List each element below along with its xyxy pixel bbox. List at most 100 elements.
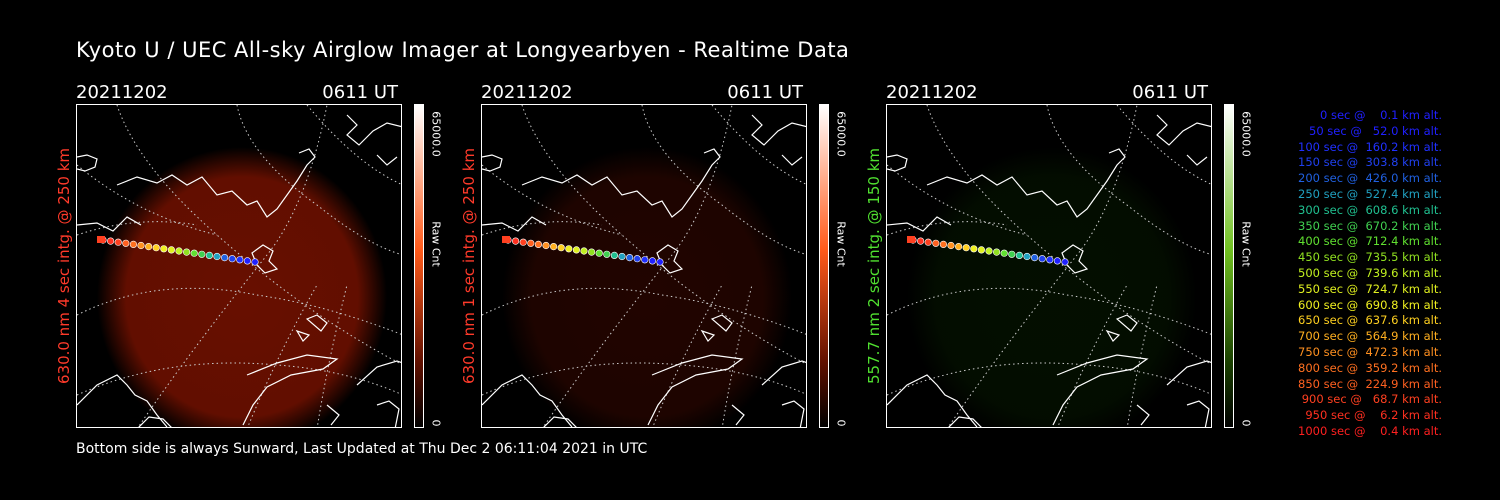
- trajectory-start-marker: [502, 236, 510, 243]
- trajectory-point: [626, 254, 634, 262]
- imager-panel: 20211202 0611 UT 557.7 nm 2 sec intg. @ …: [865, 80, 1286, 440]
- legend-row: 150 sec @ 303.8 km alt.: [1298, 155, 1442, 170]
- trajectory-point: [175, 247, 183, 255]
- trajectory-point: [542, 241, 550, 250]
- airglow-image: [502, 147, 792, 427]
- trajectory-point: [1031, 254, 1039, 262]
- trajectory-point: [932, 239, 940, 247]
- legend-row: 900 sec @ 68.7 km alt.: [1301, 392, 1442, 407]
- lat-lon-grid: [887, 105, 1211, 427]
- trajectory-point: [947, 241, 955, 250]
- lat-lon-grid: [482, 105, 806, 427]
- trajectory-point: [190, 249, 198, 257]
- trajectory-point: [977, 246, 985, 254]
- trajectory-legend: 0 sec @ 0.1 km alt. 50 sec @ 52.0 km alt.…: [1262, 108, 1442, 440]
- legend-row: 500 sec @ 739.6 km alt.: [1298, 265, 1442, 280]
- trajectory-point: [970, 245, 978, 253]
- trajectory-point: [152, 244, 160, 252]
- trajectory-point: [106, 237, 115, 245]
- legend-row: 400 sec @ 712.4 km alt.: [1298, 234, 1442, 249]
- panel-wavelength-label: 630.0 nm 1 sec intg. @ 250 km: [460, 147, 478, 385]
- legend-row: 350 sec @ 670.2 km alt.: [1298, 218, 1442, 233]
- colorbar: [414, 104, 424, 428]
- trajectory-start-marker: [907, 236, 915, 243]
- trajectory-point: [228, 255, 236, 263]
- coastline: [77, 114, 401, 427]
- trajectory-point: [1038, 255, 1046, 263]
- trajectory-point: [511, 237, 520, 245]
- trajectory-point: [205, 251, 213, 259]
- panel-time: 0611 UT: [322, 82, 398, 103]
- trajectory-point: [1061, 258, 1069, 266]
- legend-row: 550 sec @ 724.7 km alt.: [1298, 281, 1442, 296]
- legend-row: 600 sec @ 690.8 km alt.: [1298, 297, 1442, 312]
- trajectory-point: [213, 252, 221, 261]
- legend-row: 1000 sec @ 0.4 km alt.: [1298, 423, 1442, 438]
- trajectory-point: [587, 248, 596, 256]
- trajectory-point: [939, 240, 948, 248]
- trajectory-point: [618, 252, 626, 261]
- trajectory-point: [167, 246, 175, 254]
- trajectory-point: [129, 240, 138, 248]
- legend-row: 950 sec @ 6.2 km alt.: [1305, 408, 1442, 423]
- trajectory-point: [954, 243, 963, 251]
- trajectory-point: [1053, 257, 1061, 265]
- trajectory-point: [572, 246, 580, 254]
- imager-panel: 20211202 0611 UT 630.0 nm 1 sec intg. @ …: [460, 80, 881, 440]
- legend-row: 850 sec @ 224.9 km alt.: [1298, 376, 1442, 391]
- colorbar-min-label: 0: [834, 419, 848, 427]
- trajectory-point: [580, 247, 588, 255]
- colorbar-unit-label: Raw Cnt: [429, 221, 443, 267]
- trajectory-point: [610, 251, 618, 259]
- lat-lon-grid: [77, 105, 401, 427]
- legend-row: 700 sec @ 564.9 km alt.: [1298, 329, 1442, 344]
- airglow-image: [907, 147, 1197, 427]
- trajectory-point: [557, 244, 565, 252]
- trajectory-point: [1046, 256, 1054, 264]
- trajectory-point: [527, 239, 535, 247]
- trajectory-point: [656, 258, 664, 266]
- trajectory-point: [924, 238, 932, 246]
- colorbar-max-label: 65000.0: [834, 111, 848, 157]
- colorbar: [1224, 104, 1234, 428]
- page-title: Kyoto U / UEC All-sky Airglow Imager at …: [76, 38, 850, 62]
- trajectory-point: [1008, 250, 1016, 258]
- trajectory-point: [916, 237, 925, 245]
- trajectory-point: [1023, 252, 1031, 261]
- coastline: [887, 114, 1211, 427]
- trajectory-point: [122, 239, 130, 247]
- allsky-image: [481, 104, 807, 428]
- trajectory-point: [182, 248, 191, 256]
- legend-row: 200 sec @ 426.0 km alt.: [1298, 171, 1442, 186]
- panel-time: 0611 UT: [727, 82, 803, 103]
- legend-row: 50 sec @ 52.0 km alt.: [1309, 123, 1442, 138]
- coastline: [482, 114, 806, 427]
- panel-time: 0611 UT: [1132, 82, 1208, 103]
- colorbar-min-label: 0: [1239, 419, 1253, 427]
- legend-row: 100 sec @ 160.2 km alt.: [1298, 139, 1442, 154]
- trajectory-point: [633, 255, 641, 263]
- colorbar-min-label: 0: [429, 419, 443, 427]
- allsky-image: [886, 104, 1212, 428]
- trajectory-point: [641, 256, 649, 264]
- trajectory-point: [565, 245, 573, 253]
- colorbar-max-label: 65000.0: [1239, 111, 1253, 157]
- trajectory-point: [992, 248, 1001, 256]
- update-status-text: Bottom side is always Sunward, Last Upda…: [76, 441, 648, 457]
- trajectory-point: [603, 250, 611, 258]
- airglow-image: [97, 147, 387, 427]
- legend-row: 800 sec @ 359.2 km alt.: [1298, 360, 1442, 375]
- colorbar-max-label: 65000.0: [429, 111, 443, 157]
- panel-wavelength-label: 557.7 nm 2 sec intg. @ 150 km: [865, 147, 883, 385]
- legend-row: 0 sec @ 0.1 km alt.: [1319, 108, 1442, 122]
- trajectory-point: [144, 243, 153, 251]
- trajectory-point: [160, 245, 168, 253]
- trajectory-point: [519, 238, 527, 246]
- trajectory-point: [1000, 249, 1008, 257]
- trajectory-point: [1015, 251, 1023, 259]
- panel-date: 20211202: [886, 82, 978, 103]
- trajectory-point: [137, 241, 145, 250]
- panel-date: 20211202: [76, 82, 168, 103]
- trajectory-point: [198, 250, 206, 258]
- trajectory-point: [534, 240, 543, 248]
